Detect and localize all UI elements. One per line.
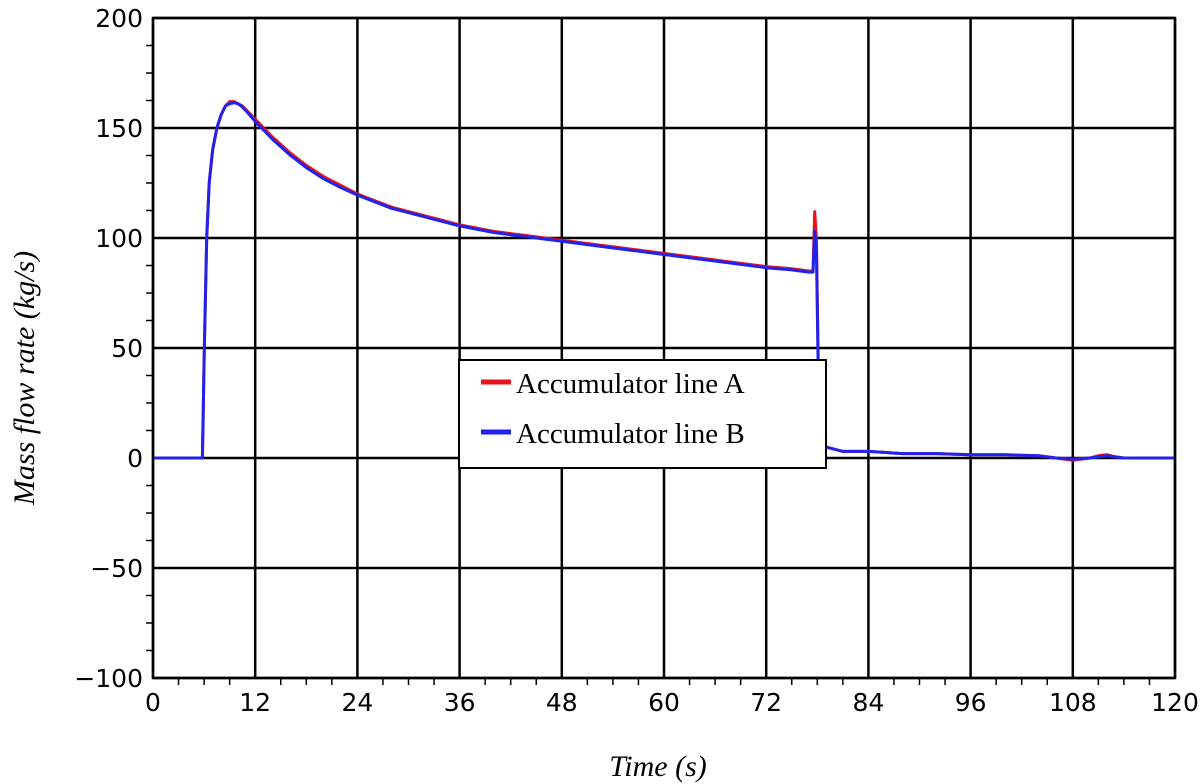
x-axis-title: Time (s) xyxy=(609,750,707,783)
legend-label-accumulator-line-a: Accumulator line A xyxy=(516,368,745,400)
legend: Accumulator line A Accumulator line B xyxy=(458,359,827,469)
x-tick-label: 120 xyxy=(1151,688,1199,717)
series-line-accumulator-line-b xyxy=(153,101,1175,461)
x-tick-label: 96 xyxy=(955,688,987,717)
y-tick-labels: −100 −50 0 50 100 150 200 xyxy=(74,4,143,693)
x-tick-labels: 0 12 24 36 48 60 72 84 96 108 120 xyxy=(145,688,1199,717)
y-tick-label: −50 xyxy=(90,554,143,583)
y-tick-label: −100 xyxy=(74,664,143,693)
x-tick-label: 108 xyxy=(1049,688,1097,717)
y-tick-label: 200 xyxy=(95,4,143,33)
y-tick-label: 50 xyxy=(111,334,143,363)
x-tick-label: 84 xyxy=(852,688,884,717)
x-tick-label: 36 xyxy=(444,688,476,717)
legend-label-accumulator-line-b: Accumulator line B xyxy=(516,418,745,450)
x-tick-label: 0 xyxy=(145,688,161,717)
minor-ticks xyxy=(146,44,1151,685)
y-tick-label: 0 xyxy=(127,444,143,473)
x-tick-label: 48 xyxy=(546,688,578,717)
x-tick-label: 12 xyxy=(239,688,271,717)
x-tick-label: 72 xyxy=(750,688,782,717)
y-axis-title: Mass flow rate (kg/s) xyxy=(8,251,41,506)
x-tick-label: 60 xyxy=(648,688,680,717)
y-tick-label: 100 xyxy=(95,224,143,253)
legend-box xyxy=(458,359,827,469)
plot-frame xyxy=(151,16,1177,680)
series-group xyxy=(153,100,1175,462)
y-tick-label: 150 xyxy=(95,114,143,143)
x-tick-label: 24 xyxy=(341,688,373,717)
